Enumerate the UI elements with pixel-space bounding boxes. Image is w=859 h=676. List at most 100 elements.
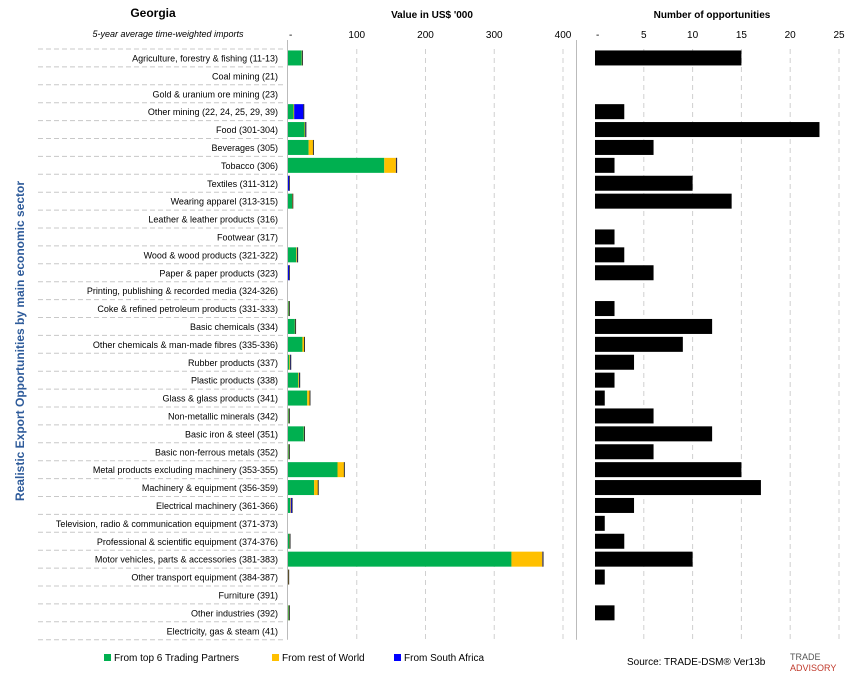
bar-top6 bbox=[288, 318, 295, 334]
category-label: Printing, publishing & recorded media (3… bbox=[87, 286, 278, 296]
bar-rest-of-world bbox=[314, 480, 319, 496]
legend-swatch-sa bbox=[394, 654, 401, 661]
category-label: Non-metallic minerals (342) bbox=[168, 411, 278, 421]
bar-top6 bbox=[288, 157, 385, 173]
category-label: Leather & leather products (316) bbox=[148, 215, 278, 225]
count-bar bbox=[595, 444, 654, 460]
bar-top6 bbox=[288, 551, 512, 567]
count-bar bbox=[595, 193, 732, 209]
bar-top6 bbox=[288, 247, 297, 263]
count-bar bbox=[595, 390, 605, 406]
count-tick-label: 5 bbox=[641, 30, 647, 41]
category-label: Glass & glass products (341) bbox=[162, 394, 278, 404]
count-bar bbox=[595, 515, 605, 531]
bar-south-africa bbox=[294, 104, 304, 120]
category-label: Other industries (392) bbox=[191, 608, 278, 618]
category-label: Paper & paper products (323) bbox=[159, 268, 278, 278]
bar-top6 bbox=[288, 462, 338, 478]
bar-top6 bbox=[288, 50, 302, 66]
category-label: Electricity, gas & steam (41) bbox=[167, 626, 278, 636]
count-bar bbox=[595, 229, 615, 245]
category-label: Wearing apparel (313-315) bbox=[171, 197, 278, 207]
bar-rest-of-world bbox=[384, 157, 396, 173]
category-label: Other chemicals & man-made fibres (335-3… bbox=[93, 340, 278, 350]
bar-top6 bbox=[288, 122, 305, 138]
count-bar bbox=[595, 497, 635, 513]
category-label: Food (301-304) bbox=[216, 125, 278, 135]
bar-rest-of-world bbox=[302, 336, 305, 352]
count-bar bbox=[595, 408, 654, 424]
count-bar bbox=[595, 569, 605, 585]
category-label: Coal mining (21) bbox=[212, 71, 278, 81]
bar-rest-of-world bbox=[290, 497, 291, 513]
legend-swatch-row bbox=[272, 654, 279, 661]
count-bar bbox=[595, 372, 615, 388]
bar-top6 bbox=[288, 139, 309, 155]
bar-top6 bbox=[288, 372, 299, 388]
value-tick-label: 100 bbox=[348, 30, 365, 41]
count-bar bbox=[595, 265, 654, 281]
count-bar bbox=[595, 605, 615, 621]
category-label: Gold & uranium ore mining (23) bbox=[152, 89, 278, 99]
subtitle: 5-year average time-weighted imports bbox=[92, 29, 244, 39]
legend-label-top6: From top 6 Trading Partners bbox=[114, 653, 239, 664]
bar-rest-of-world bbox=[511, 551, 543, 567]
count-axis-title: Number of opportunities bbox=[654, 10, 771, 21]
count-bar bbox=[595, 122, 820, 138]
bar-rest-of-world bbox=[307, 390, 310, 406]
legend-swatch-top6 bbox=[104, 654, 111, 661]
bar-top6 bbox=[288, 193, 293, 209]
count-bar bbox=[595, 104, 625, 120]
bar-top6 bbox=[288, 605, 289, 621]
category-label: Agriculture, forestry & fishing (11-13) bbox=[132, 53, 278, 63]
bar-top6 bbox=[288, 336, 303, 352]
category-label: Plastic products (338) bbox=[191, 376, 278, 386]
country-title: Georgia bbox=[130, 6, 176, 20]
source-note: Source: TRADE-DSM® Ver13b bbox=[627, 657, 766, 668]
bar-top6 bbox=[288, 426, 304, 442]
legend-label-row: From rest of World bbox=[282, 653, 365, 664]
count-bar bbox=[595, 301, 615, 317]
bar-top6 bbox=[288, 497, 291, 513]
legend-label-sa: From South Africa bbox=[404, 653, 484, 664]
bar-top6 bbox=[288, 408, 289, 424]
bar-top6 bbox=[288, 444, 289, 460]
value-tick-label: - bbox=[289, 30, 292, 41]
logo-text-top: TRADE bbox=[790, 652, 821, 662]
value-axis-title: Value in US$ '000 bbox=[391, 10, 473, 21]
category-label: Rubber products (337) bbox=[188, 358, 278, 368]
bar-rest-of-world bbox=[304, 122, 306, 138]
bar-top6 bbox=[288, 480, 315, 496]
count-bar bbox=[595, 426, 713, 442]
bar-top6 bbox=[288, 533, 290, 549]
category-label: Wood & wood products (321-322) bbox=[144, 250, 278, 260]
bar-south-africa bbox=[288, 265, 290, 281]
category-label: Professional & scientific equipment (374… bbox=[97, 537, 278, 547]
count-bar bbox=[595, 318, 713, 334]
category-label: Basic chemicals (334) bbox=[190, 322, 278, 332]
count-bar bbox=[595, 533, 625, 549]
bar-south-africa bbox=[288, 175, 290, 191]
count-tick-label: 10 bbox=[687, 30, 699, 41]
value-tick-label: 200 bbox=[417, 30, 434, 41]
bar-top6 bbox=[288, 104, 294, 120]
category-label: Tobacco (306) bbox=[221, 161, 278, 171]
category-label: Machinery & equipment (356-359) bbox=[142, 483, 278, 493]
category-label: Furniture (391) bbox=[218, 590, 278, 600]
count-bar bbox=[595, 175, 693, 191]
count-bar bbox=[595, 157, 615, 173]
bar-top6 bbox=[288, 301, 289, 317]
count-bar bbox=[595, 480, 761, 496]
category-label: Other mining (22, 24, 25, 29, 39) bbox=[148, 107, 278, 117]
count-bar bbox=[595, 139, 654, 155]
category-label: Other transport equipment (384-387) bbox=[131, 573, 278, 583]
category-label: Basic iron & steel (351) bbox=[185, 429, 278, 439]
bar-rest-of-world bbox=[293, 104, 295, 120]
count-bar bbox=[595, 50, 742, 66]
category-label: Electrical machinery (361-366) bbox=[156, 501, 278, 511]
value-tick-label: 300 bbox=[486, 30, 503, 41]
bar-top6 bbox=[288, 390, 308, 406]
count-tick-label: 25 bbox=[833, 30, 845, 41]
value-tick-label: 400 bbox=[555, 30, 572, 41]
category-label: Beverages (305) bbox=[211, 143, 278, 153]
